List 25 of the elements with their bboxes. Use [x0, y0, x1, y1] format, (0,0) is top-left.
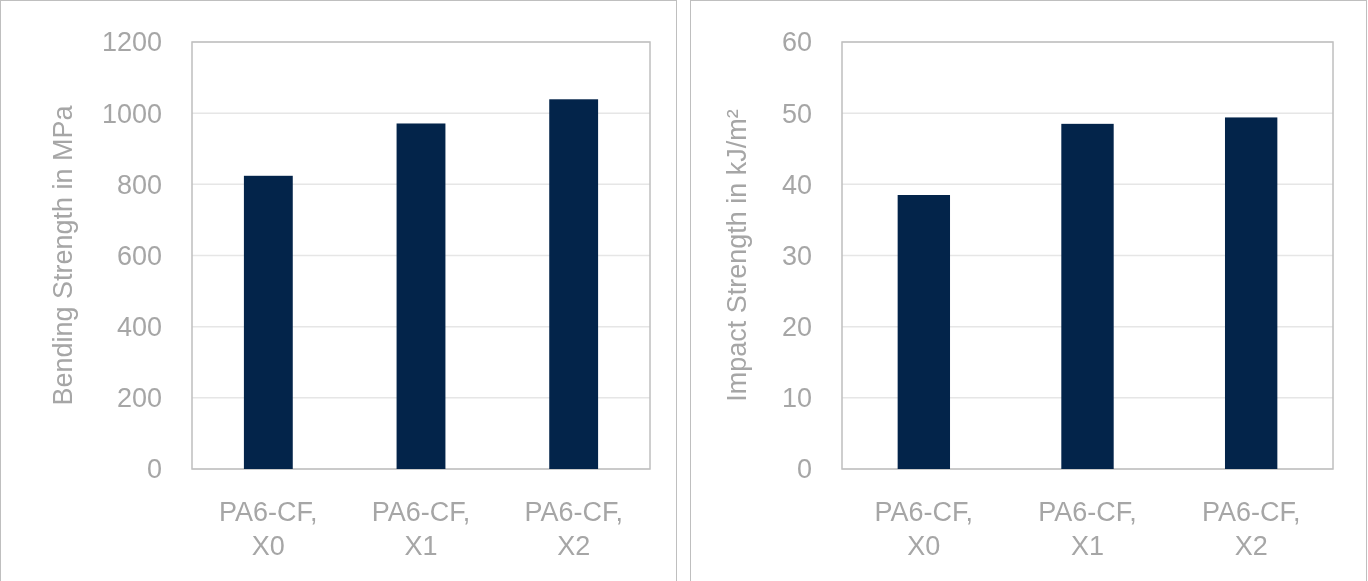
- y-axis-title: Impact Strength in kJ/m²: [722, 109, 752, 402]
- x-tick-label: PA6-CF, X2: [524, 497, 623, 561]
- bar: [549, 99, 599, 469]
- x-tick-label: PA6-CF, X1: [1038, 497, 1137, 561]
- y-tick-label: 1200: [101, 27, 162, 58]
- bar: [396, 123, 446, 469]
- y-tick-label: 30: [781, 240, 812, 271]
- x-tick-label: PA6-CF, X1: [371, 497, 471, 561]
- y-tick-label: 0: [796, 454, 812, 485]
- y-tick-label: 60: [781, 27, 812, 58]
- y-axis-title: Bending Strength in MPa: [48, 104, 78, 406]
- bar: [243, 175, 293, 469]
- y-tick-label: 400: [116, 312, 162, 343]
- x-tick-label: PA6-CF, X0: [874, 497, 974, 561]
- y-tick-label: 800: [116, 169, 162, 200]
- x-tick-label: PA6-CF, X0: [219, 497, 318, 561]
- y-tick-label: 20: [781, 312, 812, 343]
- y-tick-label: 10: [781, 383, 812, 414]
- y-tick-label: 40: [781, 169, 812, 200]
- y-tick-label: 0: [146, 454, 162, 485]
- y-tick-label: 1000: [101, 98, 162, 129]
- y-tick-label: 200: [116, 383, 162, 414]
- x-tick-label: PA6-CF, X2: [1201, 497, 1301, 561]
- y-tick-label: 600: [116, 240, 162, 271]
- y-tick-label: 50: [781, 98, 812, 129]
